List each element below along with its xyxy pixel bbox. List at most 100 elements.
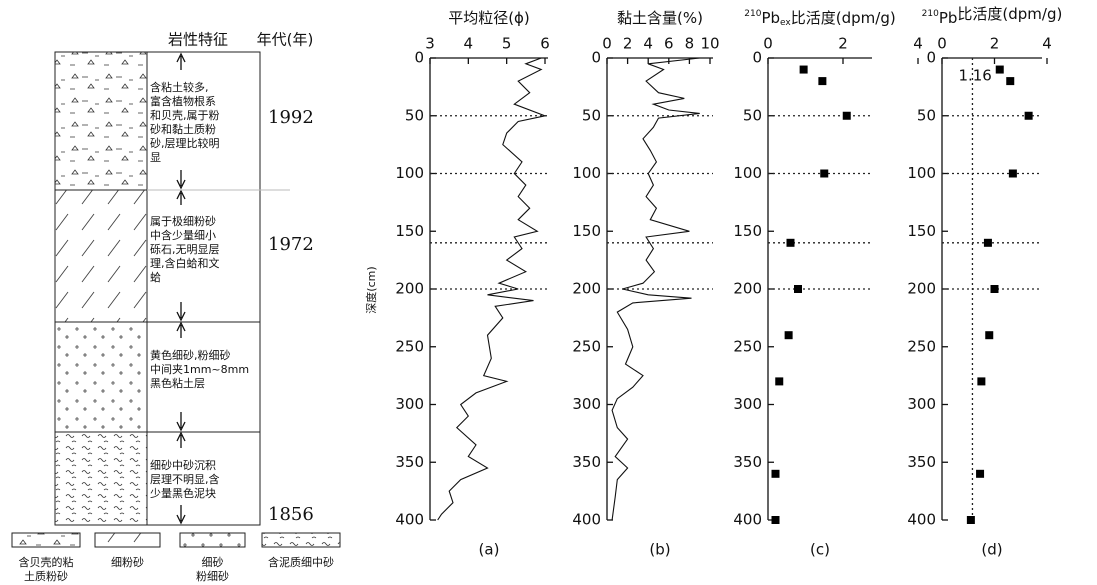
layer [54,431,148,526]
layer-text-box [146,189,261,323]
y-tick-label: 50 [917,106,936,124]
age-label: 1856 [268,504,314,525]
arrow [176,431,186,448]
y-tick-label: 150 [907,222,936,240]
panel: 0 2 40501001502002503003504001.16210Pb比活度(… [907,5,1062,559]
layer-description: 砂,层理比较明 [150,136,220,150]
y-tick-label: 400 [733,511,762,529]
data-point [842,111,851,120]
chart-title: 210Pb比活度(dpm/g) [922,5,1063,27]
y-tick-label: 400 [907,511,936,529]
y-tick-label: 150 [572,222,601,240]
data-point [990,285,999,293]
layer-description: 中含少量细小 [150,228,216,242]
layer-text-box [146,431,261,526]
title-rest: 比活度(dpm/g) [791,9,896,27]
y-tick-label: 400 [572,511,601,529]
column-header: 岩性特征 [168,31,228,49]
layer-description: 黄色细砂,粉细砂 [150,348,231,362]
age-header: 年代(年) [257,31,314,49]
y-tick-label: 200 [907,280,936,298]
y-tick-label: 0 [926,49,936,67]
panel-label: (c) [810,541,830,559]
arrow [176,412,186,432]
legend-swatch [94,532,161,548]
title-subscript: ex [780,18,791,28]
y-tick-label: 250 [395,337,424,355]
data-point [985,331,994,340]
data-point [799,65,808,74]
data-point [995,65,1004,74]
y-tick-label: 150 [733,222,762,240]
chart-title: 210Pbex比活度(dpm/g) [744,9,895,28]
arrow [176,189,186,205]
chart-title: 黏土含量(%) [617,9,703,27]
y-tick-label: 350 [395,453,424,471]
y-tick-label: 100 [395,164,424,182]
age-label: 1992 [268,107,314,128]
x-tick-label: 8 [685,35,695,53]
data-point [771,469,780,478]
data-point [977,377,986,386]
y-tick-label: 250 [907,337,936,355]
title-main: Pb [761,9,780,27]
layer [54,51,148,191]
y-axis-label: 深度(cm) [364,266,378,313]
data-point [771,516,780,524]
x-tick-label: 0 [602,35,612,53]
arrow [176,302,186,322]
panel: 0 2 4 0 50 100 150 200 250 300 350 400 210Pbex比活度(dp… [733,9,922,559]
layer-description: 理,含白蛤和文 [150,256,220,270]
arrow [176,321,186,338]
x-tick-label: 0 [763,35,773,53]
y-tick-label: 200 [733,280,762,298]
chart-title: 平均粒径(ϕ) [448,9,530,27]
data-line [437,57,547,521]
legend-label: 细砂 [202,556,224,569]
arrow [176,170,186,190]
arrow [176,52,186,70]
y-tick-label: 200 [395,280,424,298]
data-point [786,238,795,247]
y-tick-label: 0 [752,49,762,67]
y-tick-label: 0 [591,49,601,67]
legend-label: 土质粉砂 [24,570,68,583]
x-tick-label: 4 [643,35,653,53]
panel: 0 2 4 6 8 10050100150200250300350400黏土含量(%)(b… [572,9,719,559]
layer-description: 少量黑色泥块 [150,486,216,500]
y-tick-label: 350 [907,453,936,471]
legend-swatch [11,532,81,548]
x-tick-label: 3 [425,35,435,53]
data-point [1006,77,1015,86]
layer-description: 含粘土较多, [150,80,209,94]
y-tick-label: 250 [572,337,601,355]
title-main: Pb [939,9,958,27]
y-tick-label: 300 [733,395,762,413]
y-tick-label: 400 [395,511,424,529]
layer-description: 和贝壳,属于粉 [150,108,220,122]
y-tick-label: 0 [414,49,424,67]
layer [54,321,148,433]
x-tick-label: 2 [990,35,1000,53]
reference-value-label: 1.16 [958,67,991,85]
age-label: 1972 [268,234,314,255]
y-tick-label: 100 [572,164,601,182]
x-tick-label: 4 [913,35,923,53]
data-point [976,469,985,478]
y-tick-label: 100 [907,164,936,182]
title-main: 黏土含量(%) [617,9,703,27]
layer-description: 砾石,无明显层 [150,243,220,256]
y-tick-label: 300 [395,395,424,413]
layer-description: 黑色粘土层 [150,376,205,390]
data-point [818,77,827,86]
y-tick-label: 50 [405,106,424,124]
data-point [1024,111,1033,120]
panel-label: (a) [479,541,500,559]
layer [54,189,148,323]
y-tick-label: 150 [395,222,424,240]
x-tick-label: 10 [700,35,719,53]
title-rest: 比活度(dpm/g) [957,5,1062,23]
legend-label: 含贝壳的粘 [19,555,74,569]
y-tick-label: 300 [907,395,936,413]
